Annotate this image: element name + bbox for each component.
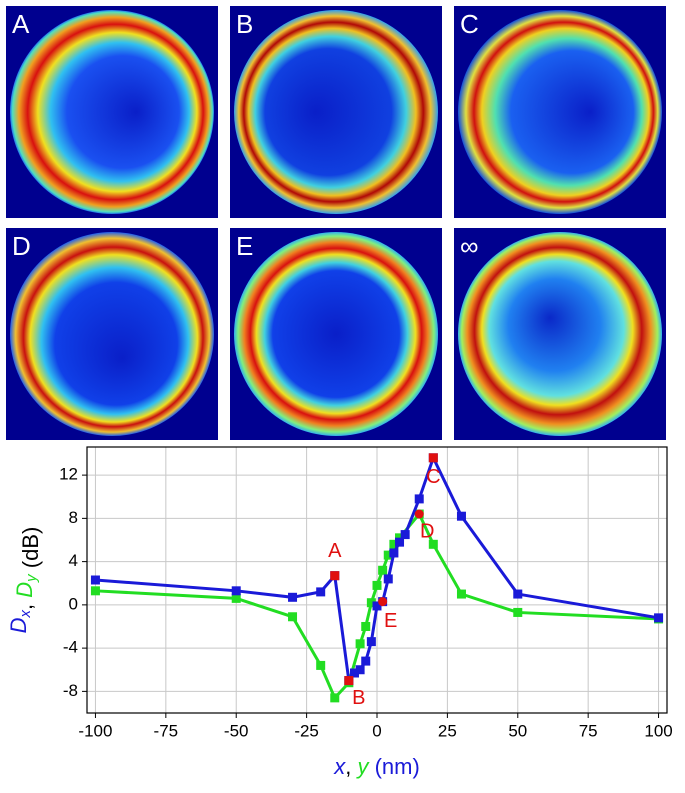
annotation-label: B — [352, 687, 365, 709]
series-marker — [349, 668, 359, 678]
x-tick-label: -25 — [294, 721, 319, 740]
y-axis-label-part: D — [12, 582, 37, 598]
annotation-marker — [414, 509, 424, 519]
annotation-label: C — [426, 466, 440, 488]
x-tick-label: -100 — [78, 721, 112, 740]
x-tick-label: -75 — [154, 721, 179, 740]
panel-label: ∞ — [460, 231, 479, 261]
series-marker — [513, 589, 523, 599]
y-axis-label-part: D — [6, 617, 31, 633]
heatmap-ring — [10, 10, 214, 214]
series-marker — [231, 586, 241, 596]
annotation-label: A — [328, 540, 342, 562]
heatmap-ring — [458, 232, 662, 436]
x-axis-label-part: y — [355, 754, 370, 779]
series-marker — [378, 565, 388, 575]
panel-label: D — [12, 231, 31, 261]
panel-label: E — [236, 231, 253, 261]
y-tick-label: 8 — [69, 508, 78, 527]
heatmap-ring — [234, 10, 438, 214]
series-marker — [90, 575, 100, 585]
y-tick-label: 4 — [69, 551, 78, 570]
annotation-marker — [378, 597, 388, 607]
series-marker — [513, 607, 523, 617]
annotation-marker — [330, 571, 340, 581]
heatmap-ring — [458, 10, 662, 214]
series-marker — [372, 580, 382, 590]
series-marker — [383, 574, 393, 584]
x-tick-label: 75 — [579, 721, 598, 740]
x-tick-label: 100 — [644, 721, 672, 740]
series-marker — [395, 537, 405, 547]
series-marker — [361, 621, 371, 631]
panel-label: C — [460, 9, 479, 39]
y-tick-label: -4 — [63, 638, 78, 657]
y-axis-label: Dx, Dy (dB) — [6, 527, 43, 634]
series-marker — [428, 539, 438, 549]
series-marker — [231, 593, 241, 603]
heatmap-ring — [234, 232, 438, 436]
series-marker — [316, 660, 326, 670]
series-marker — [400, 530, 410, 540]
chart: -100 -75 -50 -25 0 25 50 75 100 -8 -4 0 4 8 12 A B C D Ex, … — [6, 446, 673, 779]
x-axis-label-part: x — [333, 754, 346, 779]
heatmap-ring — [10, 232, 214, 436]
series-marker — [330, 693, 340, 703]
annotation-marker — [344, 676, 354, 686]
y-axis-label-part: , — [12, 598, 37, 610]
series-marker — [366, 598, 376, 608]
annotation-label: D — [420, 520, 434, 542]
plot-frame — [86, 446, 668, 714]
y-axis-label-part: (dB) — [18, 527, 43, 575]
x-axis-label: x, y (nm) — [333, 754, 420, 779]
panels: A B C D E ∞ — [6, 6, 666, 440]
series-marker — [288, 612, 298, 622]
x-tick-label: -50 — [224, 721, 249, 740]
y-tick-label: 0 — [69, 594, 78, 613]
x-axis-label-part: (nm) — [368, 754, 419, 779]
series-marker — [355, 639, 365, 649]
series-marker — [389, 539, 399, 549]
series-marker — [366, 637, 376, 647]
y-tick-label: 12 — [59, 465, 78, 484]
series-marker — [654, 613, 664, 623]
x-tick-label: 50 — [508, 721, 527, 740]
y-axis-label-subscript: y — [23, 573, 40, 583]
panel-label: A — [12, 9, 30, 39]
series-marker — [90, 586, 100, 596]
series-marker — [361, 656, 371, 666]
series-marker — [355, 665, 365, 675]
annotation-label: E — [384, 610, 397, 632]
series-marker — [414, 494, 424, 504]
y-tick-label: -8 — [63, 681, 78, 700]
x-tick-label: 25 — [438, 721, 457, 740]
series-marker — [456, 589, 466, 599]
series-marker — [383, 550, 393, 560]
series-marker — [389, 548, 399, 558]
series-marker — [316, 587, 326, 597]
series-marker — [372, 601, 382, 611]
annotation-marker — [428, 453, 438, 463]
x-axis-label-part: , — [345, 754, 357, 779]
y-axis-label-subscript: x — [17, 609, 34, 618]
x-tick-label: 0 — [372, 721, 381, 740]
series-marker — [288, 592, 298, 602]
series-marker — [456, 511, 466, 521]
panel-label: B — [236, 9, 253, 39]
